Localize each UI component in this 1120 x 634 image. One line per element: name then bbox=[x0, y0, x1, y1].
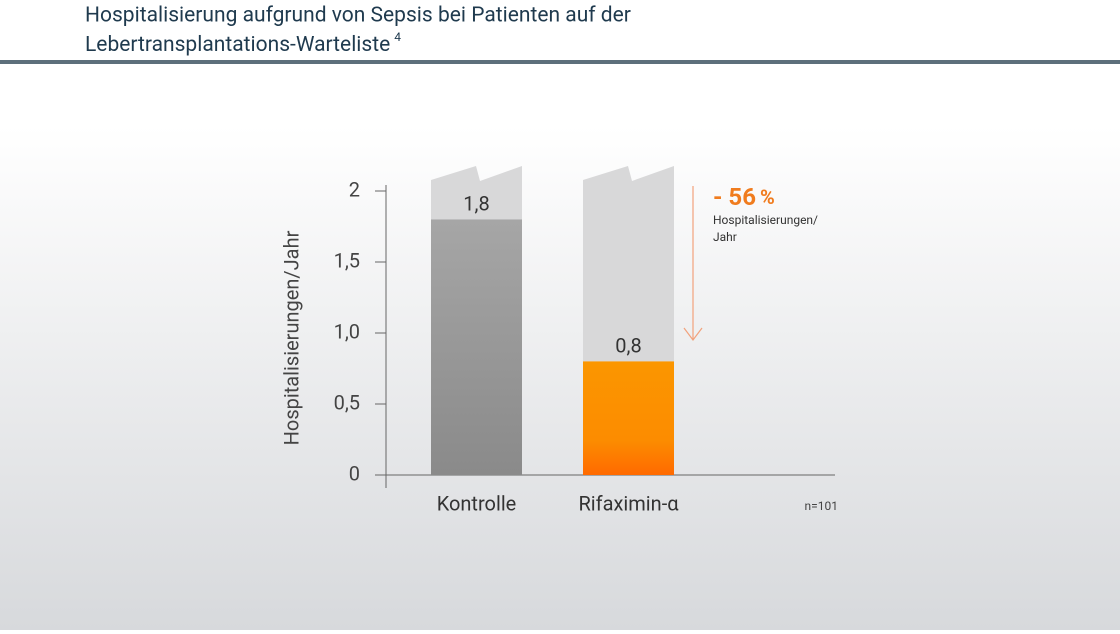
bar bbox=[431, 219, 522, 475]
annotation-text: Jahr bbox=[713, 230, 737, 244]
header bbox=[0, 0, 1120, 62]
bar-background bbox=[583, 166, 674, 362]
data-label: 0,8 bbox=[615, 334, 641, 358]
title: Hospitalisierung aufgrund von Sepsis bei… bbox=[85, 4, 631, 28]
y-tick-label: 1,5 bbox=[334, 248, 360, 272]
bar bbox=[583, 361, 674, 475]
header-rule bbox=[0, 60, 1120, 64]
y-tick-label: 1,0 bbox=[334, 319, 360, 343]
note: n=101 bbox=[805, 499, 838, 513]
y-tick-label: 0,5 bbox=[334, 390, 360, 414]
bar-background bbox=[431, 166, 522, 220]
x-tick-label: Rifaximin-α bbox=[578, 491, 679, 515]
annotation-value: - 56% bbox=[713, 183, 775, 211]
arrow-head bbox=[683, 327, 703, 341]
y-axis-label: Hospitalisierungen/Jahr bbox=[279, 230, 303, 445]
y-tick-label: 2 bbox=[349, 177, 360, 201]
x-tick-label: Kontrolle bbox=[437, 491, 517, 515]
annotation-text: Hospitalisierungen/ bbox=[713, 213, 818, 227]
data-label: 1,8 bbox=[463, 192, 489, 216]
y-tick-label: 0 bbox=[349, 461, 360, 485]
title: Lebertransplantations-Warteliste 4 bbox=[85, 30, 401, 56]
